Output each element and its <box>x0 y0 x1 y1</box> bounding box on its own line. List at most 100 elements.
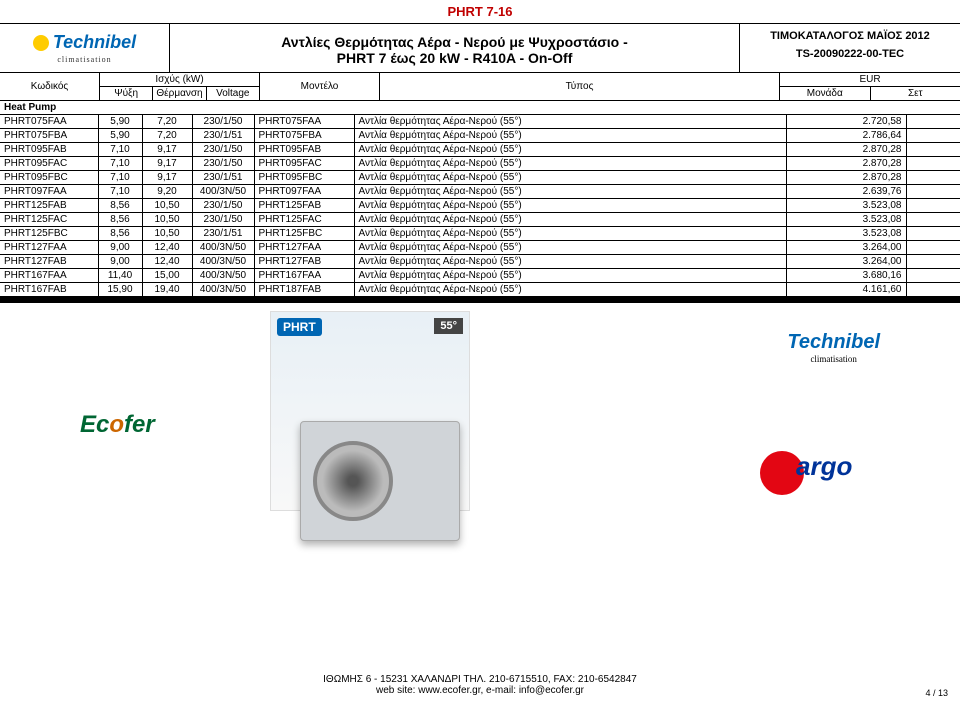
outdoor-unit-image <box>300 421 460 541</box>
cell-heat: 9,17 <box>142 171 192 185</box>
table-row: PHRT127FAA9,0012,40400/3N/50PHRT127FAAΑν… <box>0 241 960 255</box>
cell-cool: 5,90 <box>98 115 142 129</box>
cell-model: PHRT167FAA <box>254 269 354 283</box>
page-number: 4 / 13 <box>925 688 948 698</box>
data-table: Heat Pump PHRT075FAA5,907,20230/1/50PHRT… <box>0 101 960 297</box>
hdr-price: EUR Μονάδα Σετ <box>780 73 960 100</box>
cell-volt: 230/1/50 <box>192 143 254 157</box>
cell-model: PHRT187FAB <box>254 283 354 297</box>
ecofer-logo: Ecofer <box>80 411 155 439</box>
cell-set <box>906 129 960 143</box>
cell-code: PHRT075FAA <box>0 115 98 129</box>
cell-code: PHRT127FAB <box>0 255 98 269</box>
cell-type: Αντλία θερμότητας Αέρα-Νερού (55°) <box>354 269 786 283</box>
cell-set <box>906 241 960 255</box>
cell-set <box>906 143 960 157</box>
cell-type: Αντλία θερμότητας Αέρα-Νερού (55°) <box>354 129 786 143</box>
hdr-currency: EUR <box>780 73 960 87</box>
cell-cool: 9,00 <box>98 241 142 255</box>
cell-volt: 400/3N/50 <box>192 283 254 297</box>
hdr-power-label: Ισχύς (kW) <box>100 73 259 87</box>
cell-volt: 400/3N/50 <box>192 185 254 199</box>
phrt-badge: PHRT <box>277 318 322 336</box>
table-row: PHRT097FAA7,109,20400/3N/50PHRT097FAAΑντ… <box>0 185 960 199</box>
cell-set <box>906 171 960 185</box>
cell-model: PHRT127FAB <box>254 255 354 269</box>
cell-set <box>906 269 960 283</box>
cell-set <box>906 283 960 297</box>
catalog-info: ΤΙΜΟΚΑΤΑΛΟΓΟΣ ΜΑΪΟΣ 2012 TS-20090222-00-… <box>740 24 960 72</box>
title-line1: Αντλίες Θερμότητας Αέρα - Νερού με Ψυχρο… <box>178 34 731 50</box>
cell-unit: 3.523,08 <box>786 199 906 213</box>
cell-volt: 230/1/50 <box>192 199 254 213</box>
technibel-logo-small: Technibel climatisation <box>787 331 880 364</box>
cell-heat: 12,40 <box>142 255 192 269</box>
cell-volt: 230/1/51 <box>192 129 254 143</box>
cell-model: PHRT125FAB <box>254 199 354 213</box>
cell-heat: 9,17 <box>142 143 192 157</box>
section-row: Heat Pump <box>0 101 960 115</box>
cell-code: PHRT167FAA <box>0 269 98 283</box>
technibel-small-text: Technibel <box>787 331 880 354</box>
cell-heat: 15,00 <box>142 269 192 283</box>
cell-volt: 400/3N/50 <box>192 241 254 255</box>
cell-cool: 8,56 <box>98 199 142 213</box>
cell-unit: 3.680,16 <box>786 269 906 283</box>
hdr-type: Τύπος <box>380 73 780 100</box>
cell-heat: 9,20 <box>142 185 192 199</box>
cell-cool: 7,10 <box>98 185 142 199</box>
cell-type: Αντλία θερμότητας Αέρα-Νερού (55°) <box>354 157 786 171</box>
sun-icon <box>33 35 49 51</box>
fan-icon <box>313 441 393 521</box>
cell-code: PHRT075FBA <box>0 129 98 143</box>
cell-model: PHRT095FAB <box>254 143 354 157</box>
hdr-volt: Voltage <box>207 87 259 100</box>
cell-model: PHRT125FAC <box>254 213 354 227</box>
hdr-model: Μοντέλο <box>260 73 380 100</box>
hdr-heat: Θέρμανση <box>153 87 206 100</box>
technibel-logo-box: Technibel climatisation <box>0 24 170 72</box>
cell-code: PHRT127FAA <box>0 241 98 255</box>
cell-unit: 3.264,00 <box>786 255 906 269</box>
hdr-cool: Ψύξη <box>100 87 153 100</box>
hdr-unit: Μονάδα <box>780 87 871 100</box>
table-row: PHRT167FAA11,4015,00400/3N/50PHRT167FAAΑ… <box>0 269 960 283</box>
table-row: PHRT125FAB8,5610,50230/1/50PHRT125FABΑντ… <box>0 199 960 213</box>
cell-volt: 230/1/50 <box>192 157 254 171</box>
top-section: Technibel climatisation Αντλίες Θερμότητ… <box>0 23 960 73</box>
cell-heat: 7,20 <box>142 115 192 129</box>
cell-heat: 10,50 <box>142 213 192 227</box>
cell-volt: 400/3N/50 <box>192 255 254 269</box>
photo-area: Ecofer PHRT 55° Technibel climatisation … <box>0 311 960 631</box>
hdr-code: Κωδικός <box>0 73 100 100</box>
cell-set <box>906 255 960 269</box>
cell-model: PHRT097FAA <box>254 185 354 199</box>
cell-volt: 230/1/50 <box>192 115 254 129</box>
cell-cool: 7,10 <box>98 157 142 171</box>
cell-code: PHRT095FAB <box>0 143 98 157</box>
catalog-ref: TS-20090222-00-TEC <box>744 48 956 60</box>
cell-model: PHRT075FAA <box>254 115 354 129</box>
table-row: PHRT125FAC8,5610,50230/1/50PHRT125FACΑντ… <box>0 213 960 227</box>
header-row: Κωδικός Ισχύς (kW) Ψύξη Θέρμανση Voltage… <box>0 73 960 101</box>
cell-cool: 8,56 <box>98 213 142 227</box>
cell-model: PHRT127FAA <box>254 241 354 255</box>
cell-cool: 5,90 <box>98 129 142 143</box>
phrt-deg: 55° <box>434 318 463 334</box>
cell-unit: 3.523,08 <box>786 227 906 241</box>
cell-cool: 7,10 <box>98 171 142 185</box>
cell-unit: 3.523,08 <box>786 213 906 227</box>
cell-model: PHRT075FBA <box>254 129 354 143</box>
cell-unit: 3.264,00 <box>786 241 906 255</box>
cell-unit: 2.639,76 <box>786 185 906 199</box>
cell-cool: 8,56 <box>98 227 142 241</box>
argo-text: argo <box>796 451 852 495</box>
cell-type: Αντλία θερμότητας Αέρα-Νερού (55°) <box>354 115 786 129</box>
page-header: PHRT 7-16 <box>0 0 960 23</box>
table-row: PHRT075FBA5,907,20230/1/51PHRT075FBAΑντλ… <box>0 129 960 143</box>
cell-code: PHRT125FAC <box>0 213 98 227</box>
cell-code: PHRT095FBC <box>0 171 98 185</box>
cell-volt: 400/3N/50 <box>192 269 254 283</box>
technibel-subtitle: climatisation <box>57 55 111 64</box>
cell-volt: 230/1/51 <box>192 227 254 241</box>
